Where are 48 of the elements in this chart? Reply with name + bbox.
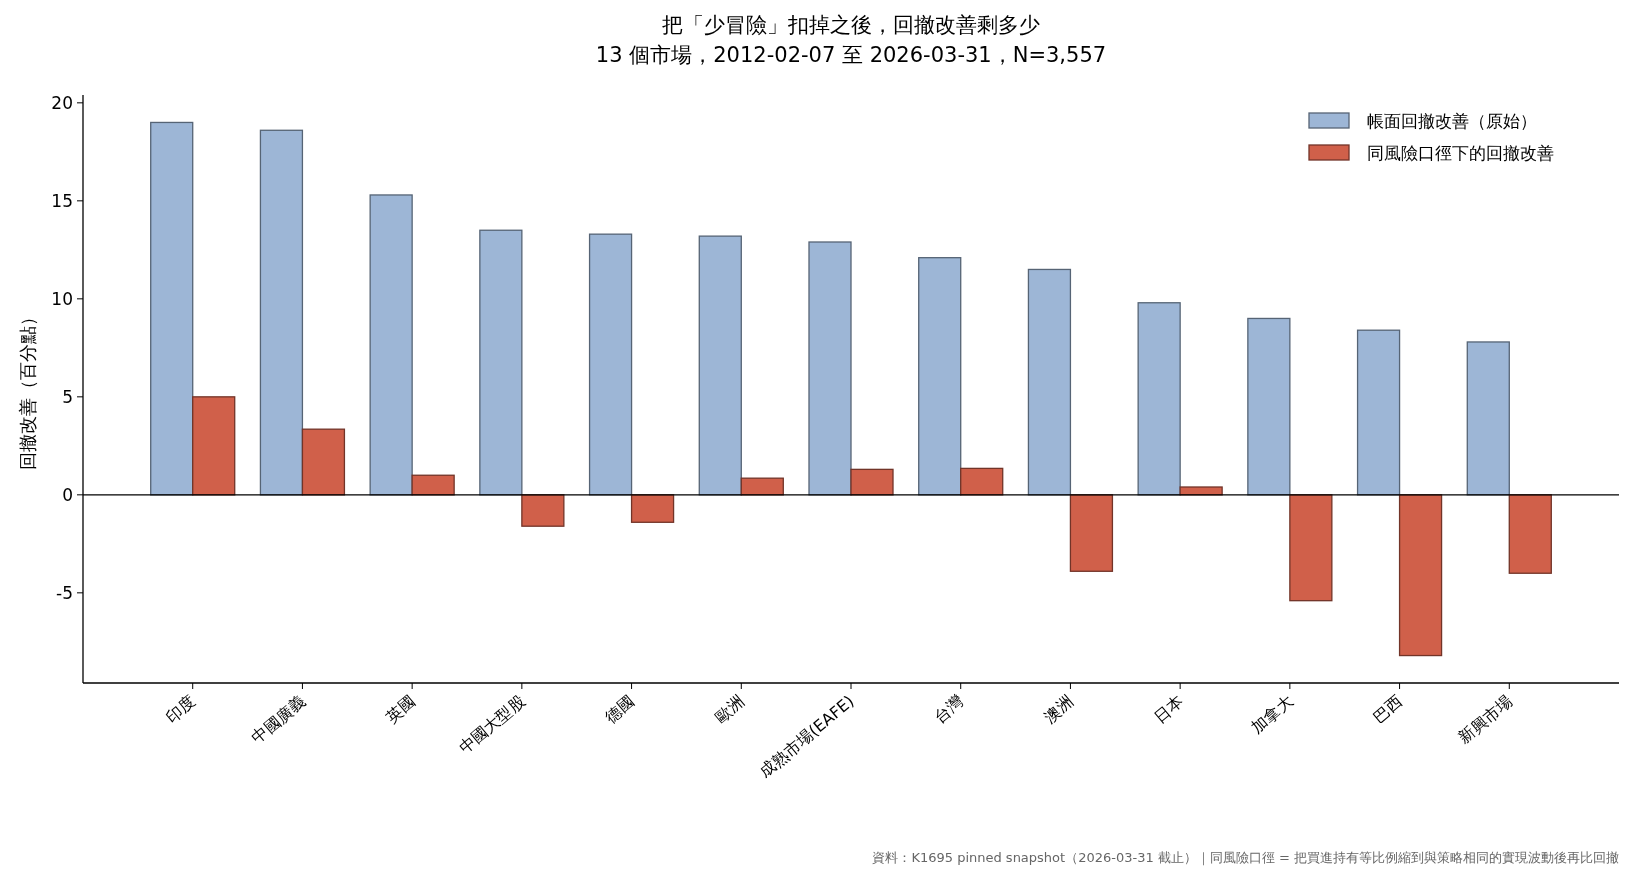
bar bbox=[1356, 329, 1401, 496]
x-tick-label: 德國 bbox=[601, 691, 639, 727]
bar bbox=[1289, 494, 1333, 602]
y-tick-label: 15 bbox=[51, 190, 73, 211]
y-tick-label: 0 bbox=[62, 484, 73, 505]
bar bbox=[1069, 494, 1114, 572]
y-tick-label: -5 bbox=[56, 582, 73, 603]
chart-title: 把「少冒險」扣掉之後，回撤改善剩多少 bbox=[662, 13, 1040, 37]
legend-label: 同風險口徑下的回撤改善 bbox=[1367, 143, 1554, 163]
y-tick-label: 20 bbox=[51, 92, 73, 113]
x-tick-label: 中國大型股 bbox=[454, 691, 529, 758]
text: 資料：K1695 pinned snapshot（2026-03-31 截止）｜同風險口徑 = 把買進持有等比例縮到與策略相同的實現波動後再比回撤 bbox=[872, 850, 1619, 866]
bar bbox=[192, 396, 236, 496]
bar bbox=[918, 257, 962, 496]
x-tick-label: 台灣 bbox=[930, 691, 968, 727]
y-axis-title: 回撤改善（百分點） bbox=[17, 308, 38, 470]
y-tick-label: 5 bbox=[62, 386, 73, 407]
bar bbox=[1247, 317, 1291, 496]
x-tick-label: 日本 bbox=[1149, 691, 1187, 727]
x-tick-label: 巴西 bbox=[1369, 691, 1407, 727]
bar bbox=[1027, 268, 1072, 496]
bar bbox=[479, 229, 523, 496]
y-tick-label: 10 bbox=[51, 288, 73, 309]
bar bbox=[960, 467, 1004, 496]
x-tick-label: 中國廣義 bbox=[247, 691, 309, 748]
bar bbox=[369, 194, 413, 496]
x-tick-label: 加拿大 bbox=[1247, 691, 1297, 737]
legend-label: 帳面回撤改善（原始） bbox=[1367, 111, 1537, 131]
bar bbox=[588, 233, 633, 496]
x-tick-label: 澳洲 bbox=[1040, 691, 1077, 727]
bar bbox=[850, 468, 894, 496]
bar bbox=[1466, 341, 1510, 496]
bar bbox=[301, 428, 346, 496]
x-tick-label: 印度 bbox=[162, 691, 200, 727]
bar bbox=[411, 474, 455, 496]
bar bbox=[808, 241, 852, 496]
bar bbox=[150, 121, 194, 496]
bar bbox=[521, 494, 565, 527]
x-tick-label: 新興市場 bbox=[1454, 691, 1516, 748]
x-tick-label: 英國 bbox=[381, 691, 419, 727]
bar bbox=[1137, 302, 1181, 496]
x-tick-label: 歐洲 bbox=[711, 691, 748, 727]
bar bbox=[259, 129, 304, 496]
bar bbox=[1508, 494, 1552, 574]
bar bbox=[630, 494, 675, 523]
bar bbox=[1398, 494, 1443, 657]
chart-subtitle: 13 個市場，2012-02-07 至 2026-03-31，N=3,557 bbox=[595, 43, 1107, 67]
bar bbox=[698, 235, 742, 496]
